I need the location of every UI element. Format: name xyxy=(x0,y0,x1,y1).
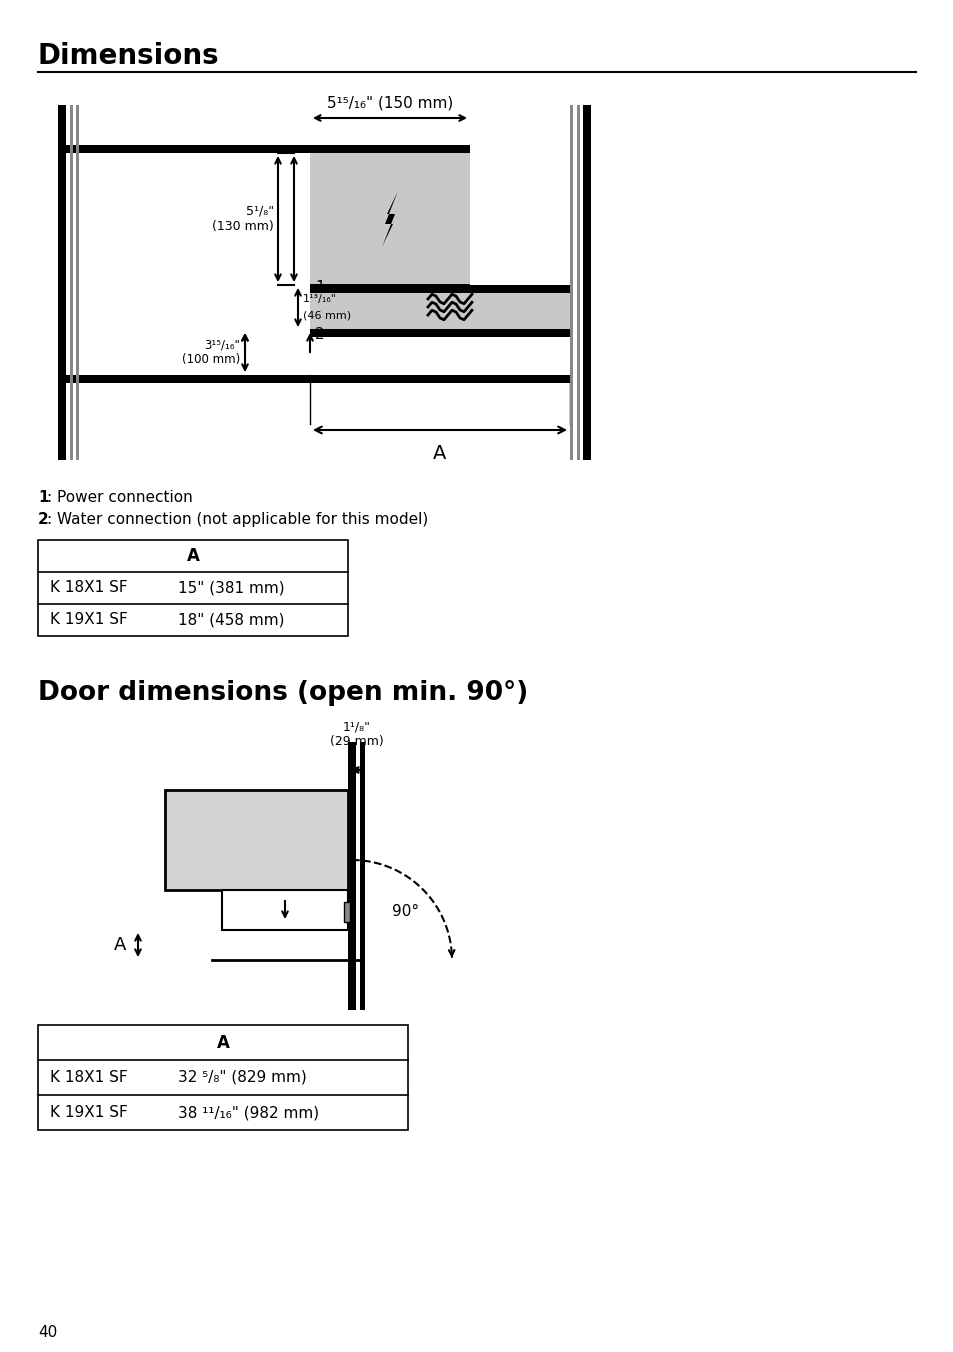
Bar xyxy=(569,105,573,460)
Text: 5¹⁵/₁₆" (150 mm): 5¹⁵/₁₆" (150 mm) xyxy=(327,95,453,110)
Text: 1: 1 xyxy=(38,489,49,506)
Text: 18" (458 mm): 18" (458 mm) xyxy=(178,612,284,627)
Bar xyxy=(310,153,470,285)
Text: Door dimensions (open min. 90°): Door dimensions (open min. 90°) xyxy=(38,680,528,706)
Bar xyxy=(38,1025,408,1130)
Bar xyxy=(310,284,470,292)
Text: 1¹³/₁₆": 1¹³/₁₆" xyxy=(303,293,336,304)
Bar xyxy=(66,375,569,383)
Bar xyxy=(348,742,355,1010)
Bar xyxy=(66,145,310,153)
Bar xyxy=(38,539,348,635)
Text: A: A xyxy=(433,443,446,462)
Bar xyxy=(310,285,569,293)
Text: 90°: 90° xyxy=(392,904,418,919)
Text: : Water connection (not applicable for this model): : Water connection (not applicable for t… xyxy=(47,512,428,527)
Bar xyxy=(582,105,590,460)
Text: A: A xyxy=(113,936,126,955)
Text: : Power connection: : Power connection xyxy=(47,489,193,506)
Text: K 19X1 SF: K 19X1 SF xyxy=(50,1105,128,1119)
Text: A: A xyxy=(216,1033,230,1052)
Text: 3¹⁵/₁₆"
(100 mm): 3¹⁵/₁₆" (100 mm) xyxy=(182,338,240,366)
Text: 15" (381 mm): 15" (381 mm) xyxy=(178,580,284,595)
Polygon shape xyxy=(381,191,397,247)
Text: Dimensions: Dimensions xyxy=(38,42,219,70)
Text: 1: 1 xyxy=(314,280,324,295)
Text: 2: 2 xyxy=(38,512,49,527)
Bar xyxy=(165,790,348,890)
Bar xyxy=(310,329,569,337)
Text: K 19X1 SF: K 19X1 SF xyxy=(50,612,128,627)
Bar xyxy=(310,285,569,330)
Bar xyxy=(222,890,348,930)
Bar xyxy=(359,742,365,1010)
Text: 38 ¹¹/₁₆" (982 mm): 38 ¹¹/₁₆" (982 mm) xyxy=(178,1105,319,1119)
Bar xyxy=(310,145,470,153)
Bar xyxy=(577,105,579,460)
Text: 40: 40 xyxy=(38,1325,57,1340)
Text: 5¹/₈"
(130 mm): 5¹/₈" (130 mm) xyxy=(212,206,274,233)
Bar xyxy=(344,902,350,922)
Text: (46 mm): (46 mm) xyxy=(303,310,351,320)
Text: 1¹/₈"
(29 mm): 1¹/₈" (29 mm) xyxy=(330,721,383,748)
Bar xyxy=(58,105,66,460)
Text: 32 ⁵/₈" (829 mm): 32 ⁵/₈" (829 mm) xyxy=(178,1069,307,1086)
Bar xyxy=(76,105,79,460)
Text: K 18X1 SF: K 18X1 SF xyxy=(50,1069,128,1086)
Text: 2: 2 xyxy=(314,327,324,342)
Text: K 18X1 SF: K 18X1 SF xyxy=(50,580,128,595)
Text: A: A xyxy=(187,548,199,565)
Bar xyxy=(70,105,73,460)
